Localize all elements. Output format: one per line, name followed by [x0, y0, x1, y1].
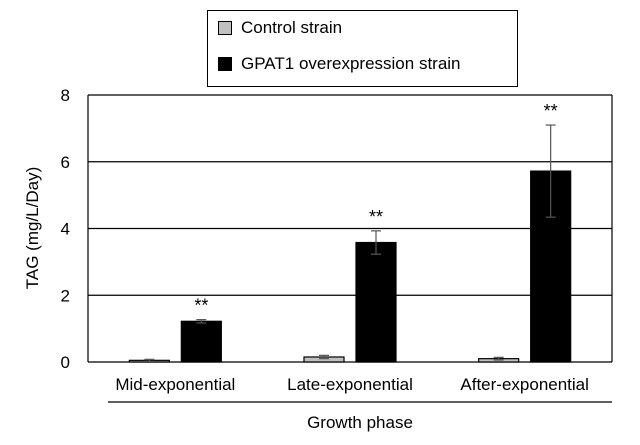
significance-mark: ** — [369, 207, 383, 227]
y-tick-label: 2 — [61, 286, 70, 305]
error-bars — [144, 124, 556, 362]
x-category-label: Mid-exponential — [115, 375, 235, 394]
y-tick-labels: 0 2 4 6 8 — [61, 86, 70, 372]
legend: Control strain GPAT1 overexpression stra… — [207, 10, 518, 87]
y-axis-label: TAG (mg/L/Day) — [23, 167, 42, 289]
x-category-labels: Mid-exponential Late-exponential After-exp… — [115, 375, 589, 394]
significance-mark: ** — [194, 296, 208, 316]
bars — [128, 170, 572, 363]
x-category-label: After-exponential — [460, 375, 589, 394]
bar-gpat1 — [180, 320, 222, 363]
legend-swatch-control — [218, 21, 232, 35]
gridlines — [87, 94, 613, 363]
x-category-label: Late-exponential — [287, 375, 413, 394]
y-tick-label: 0 — [61, 353, 70, 372]
x-axis-label: Growth phase — [307, 413, 413, 432]
y-tick-label: 8 — [61, 86, 70, 105]
y-tick-label: 4 — [61, 220, 70, 239]
significance-annotations: ** ** ** — [194, 101, 557, 316]
significance-mark: ** — [544, 101, 558, 121]
legend-item-gpat1: GPAT1 overexpression strain — [218, 53, 461, 75]
legend-label-control: Control strain — [241, 18, 343, 37]
y-tick-label: 6 — [61, 153, 70, 172]
legend-swatch-gpat1 — [218, 57, 232, 71]
legend-item-control: Control strain — [218, 17, 342, 39]
legend-label-gpat1: GPAT1 overexpression strain — [241, 54, 461, 73]
bar-gpat1 — [355, 241, 397, 363]
